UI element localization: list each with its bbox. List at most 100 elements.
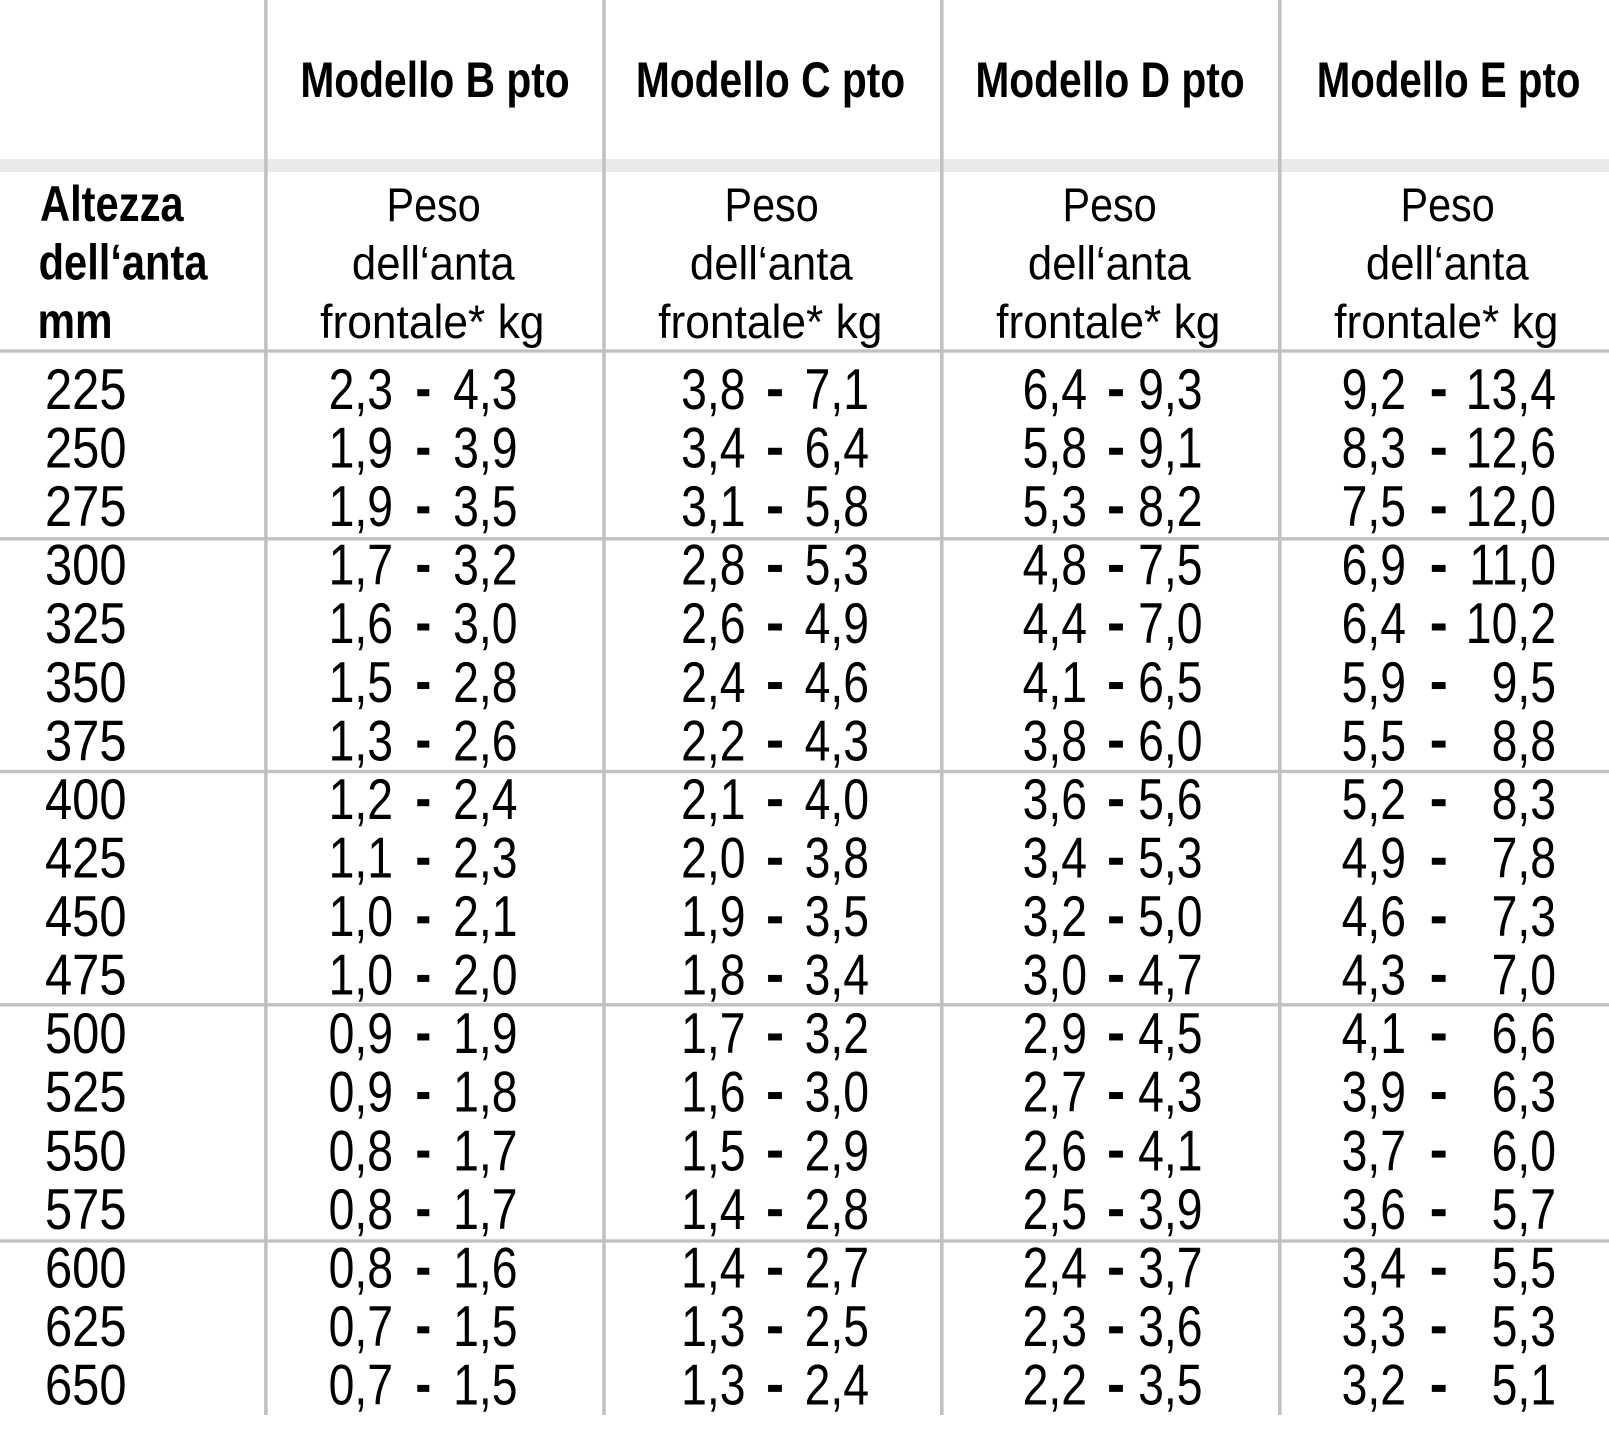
svg-text:dell‘anta: dell‘anta bbox=[352, 237, 515, 290]
svg-text:frontale* kg: frontale* kg bbox=[320, 295, 544, 349]
svg-text:9,5: 9,5 bbox=[1492, 651, 1556, 715]
svg-text:2,9: 2,9 bbox=[1023, 1003, 1087, 1067]
svg-text:5,2: 5,2 bbox=[1342, 768, 1406, 832]
svg-text:2,4: 2,4 bbox=[681, 651, 745, 715]
svg-text:2,0: 2,0 bbox=[453, 944, 517, 1008]
svg-text:3,4: 3,4 bbox=[1342, 1237, 1406, 1301]
svg-text:4,1: 4,1 bbox=[1342, 1003, 1406, 1067]
svg-text:0,8: 0,8 bbox=[329, 1237, 393, 1301]
svg-text:3,4: 3,4 bbox=[1023, 827, 1087, 891]
svg-text:9,1: 9,1 bbox=[1138, 417, 1202, 481]
svg-text:3,0: 3,0 bbox=[1023, 944, 1087, 1008]
svg-text:3,2: 3,2 bbox=[1342, 1354, 1406, 1418]
svg-text:3,6: 3,6 bbox=[1023, 768, 1087, 832]
svg-text:0,7: 0,7 bbox=[329, 1295, 393, 1359]
svg-text:1,6: 1,6 bbox=[329, 593, 393, 657]
svg-text:2,7: 2,7 bbox=[1023, 1061, 1087, 1125]
svg-text:1,4: 1,4 bbox=[681, 1178, 745, 1242]
svg-text:6,4: 6,4 bbox=[1023, 358, 1087, 422]
svg-text:4,3: 4,3 bbox=[1342, 944, 1406, 1008]
svg-text:2,6: 2,6 bbox=[1023, 1120, 1087, 1184]
svg-text:7,1: 7,1 bbox=[805, 358, 869, 422]
svg-text:6,5: 6,5 bbox=[1138, 651, 1202, 715]
svg-text:2,3: 2,3 bbox=[453, 827, 517, 891]
svg-text:1,7: 1,7 bbox=[453, 1178, 517, 1242]
svg-text:Peso: Peso bbox=[387, 179, 481, 231]
svg-text:1,6: 1,6 bbox=[681, 1061, 745, 1125]
svg-text:4,8: 4,8 bbox=[1023, 534, 1087, 598]
svg-text:2,6: 2,6 bbox=[681, 593, 745, 657]
svg-text:1,7: 1,7 bbox=[329, 534, 393, 598]
svg-text:375: 375 bbox=[45, 710, 127, 774]
svg-text:9,3: 9,3 bbox=[1138, 358, 1202, 422]
svg-text:mm: mm bbox=[38, 293, 113, 349]
svg-text:3,6: 3,6 bbox=[1138, 1295, 1202, 1359]
svg-text:12,0: 12,0 bbox=[1466, 475, 1556, 539]
svg-text:0,9: 0,9 bbox=[329, 1003, 393, 1067]
svg-text:dell‘anta: dell‘anta bbox=[1028, 237, 1191, 290]
svg-text:4,6: 4,6 bbox=[1342, 885, 1406, 949]
svg-text:1,5: 1,5 bbox=[681, 1120, 745, 1184]
svg-text:2,0: 2,0 bbox=[681, 827, 745, 891]
svg-text:325: 325 bbox=[45, 593, 127, 657]
svg-text:12,6: 12,6 bbox=[1466, 417, 1556, 481]
svg-text:2,1: 2,1 bbox=[681, 768, 745, 832]
svg-text:650: 650 bbox=[45, 1354, 127, 1418]
svg-text:3,4: 3,4 bbox=[681, 417, 745, 481]
svg-text:Modello B pto: Modello B pto bbox=[300, 52, 569, 108]
svg-text:450: 450 bbox=[45, 885, 127, 949]
svg-text:5,5: 5,5 bbox=[1342, 710, 1406, 774]
svg-text:8,8: 8,8 bbox=[1492, 710, 1556, 774]
svg-text:4,1: 4,1 bbox=[1138, 1120, 1202, 1184]
svg-text:Peso: Peso bbox=[725, 179, 819, 231]
svg-text:3,2: 3,2 bbox=[453, 534, 517, 598]
svg-text:2,6: 2,6 bbox=[453, 710, 517, 774]
svg-text:9,2: 9,2 bbox=[1342, 358, 1406, 422]
svg-text:3,0: 3,0 bbox=[453, 593, 517, 657]
svg-text:3,6: 3,6 bbox=[1342, 1178, 1406, 1242]
svg-text:3,5: 3,5 bbox=[453, 475, 517, 539]
svg-text:10,2: 10,2 bbox=[1466, 593, 1556, 657]
svg-text:3,8: 3,8 bbox=[1023, 710, 1087, 774]
svg-text:5,7: 5,7 bbox=[1492, 1178, 1556, 1242]
svg-text:1,8: 1,8 bbox=[681, 944, 745, 1008]
svg-text:7,8: 7,8 bbox=[1492, 827, 1556, 891]
svg-text:4,5: 4,5 bbox=[1138, 1003, 1202, 1067]
svg-text:2,2: 2,2 bbox=[681, 710, 745, 774]
svg-text:225: 225 bbox=[45, 358, 127, 422]
svg-text:1,6: 1,6 bbox=[453, 1237, 517, 1301]
svg-text:2,4: 2,4 bbox=[453, 768, 517, 832]
svg-text:dell‘anta: dell‘anta bbox=[39, 234, 208, 291]
svg-text:7,0: 7,0 bbox=[1492, 944, 1556, 1008]
svg-text:4,3: 4,3 bbox=[805, 710, 869, 774]
svg-text:2,4: 2,4 bbox=[1023, 1237, 1087, 1301]
svg-text:8,3: 8,3 bbox=[1492, 768, 1556, 832]
svg-text:dell‘anta: dell‘anta bbox=[690, 237, 853, 290]
svg-text:5,8: 5,8 bbox=[805, 475, 869, 539]
svg-text:4,9: 4,9 bbox=[1342, 827, 1406, 891]
svg-text:525: 525 bbox=[45, 1061, 127, 1125]
svg-text:8,3: 8,3 bbox=[1342, 417, 1406, 481]
svg-text:5,3: 5,3 bbox=[1492, 1295, 1556, 1359]
svg-text:Peso: Peso bbox=[1063, 179, 1157, 231]
svg-text:7,0: 7,0 bbox=[1138, 593, 1202, 657]
svg-text:3,8: 3,8 bbox=[681, 358, 745, 422]
svg-text:350: 350 bbox=[45, 651, 127, 715]
svg-text:5,3: 5,3 bbox=[805, 534, 869, 598]
svg-text:2,2: 2,2 bbox=[1023, 1354, 1087, 1418]
svg-text:6,0: 6,0 bbox=[1492, 1120, 1556, 1184]
svg-text:5,3: 5,3 bbox=[1023, 475, 1087, 539]
svg-text:3,9: 3,9 bbox=[1138, 1178, 1202, 1242]
svg-text:1,5: 1,5 bbox=[453, 1295, 517, 1359]
svg-text:3,7: 3,7 bbox=[1138, 1237, 1202, 1301]
svg-text:1,3: 1,3 bbox=[681, 1295, 745, 1359]
svg-text:3,5: 3,5 bbox=[805, 885, 869, 949]
svg-text:3,9: 3,9 bbox=[1342, 1061, 1406, 1125]
svg-text:6,9: 6,9 bbox=[1342, 534, 1406, 598]
svg-text:2,8: 2,8 bbox=[805, 1178, 869, 1242]
svg-text:300: 300 bbox=[45, 534, 127, 598]
svg-text:Modello C pto: Modello C pto bbox=[636, 52, 905, 108]
svg-text:11,0: 11,0 bbox=[1469, 534, 1556, 598]
svg-text:2,4: 2,4 bbox=[805, 1354, 869, 1418]
svg-text:1,2: 1,2 bbox=[329, 768, 393, 832]
